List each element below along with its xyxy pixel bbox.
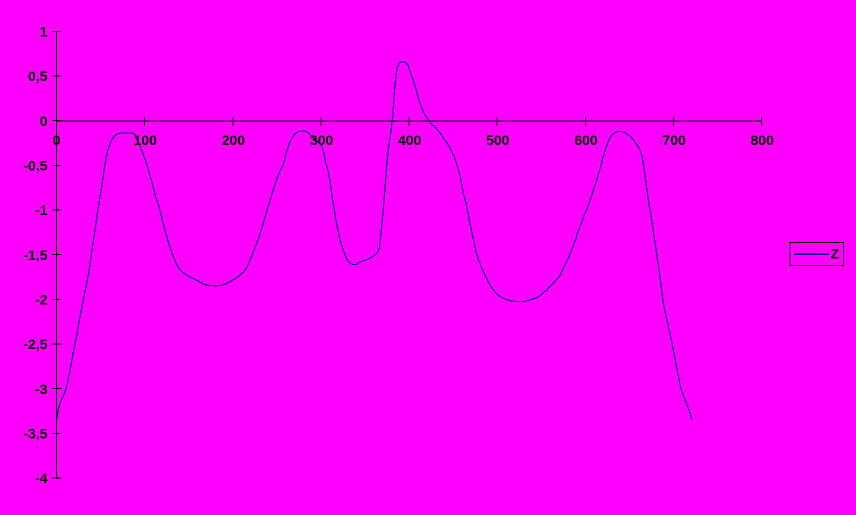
svg-text:-2: -2 <box>35 292 48 308</box>
svg-text:Z: Z <box>831 245 840 261</box>
svg-text:600: 600 <box>574 132 598 148</box>
svg-text:100: 100 <box>134 132 158 148</box>
svg-text:-0,5: -0,5 <box>23 157 47 173</box>
svg-text:-3: -3 <box>35 381 48 397</box>
svg-text:500: 500 <box>486 132 510 148</box>
svg-text:0,5: 0,5 <box>28 68 48 84</box>
svg-text:-1,5: -1,5 <box>23 247 47 263</box>
svg-text:-3,5: -3,5 <box>23 426 47 442</box>
svg-text:1: 1 <box>40 23 48 39</box>
svg-text:-4: -4 <box>35 470 48 486</box>
svg-text:700: 700 <box>662 132 686 148</box>
svg-text:-1: -1 <box>35 202 48 218</box>
svg-text:400: 400 <box>398 132 422 148</box>
svg-text:-2,5: -2,5 <box>23 336 47 352</box>
svg-text:0: 0 <box>53 132 61 148</box>
svg-text:0: 0 <box>40 113 48 129</box>
svg-text:300: 300 <box>310 132 334 148</box>
svg-text:200: 200 <box>222 132 246 148</box>
svg-text:800: 800 <box>751 132 775 148</box>
